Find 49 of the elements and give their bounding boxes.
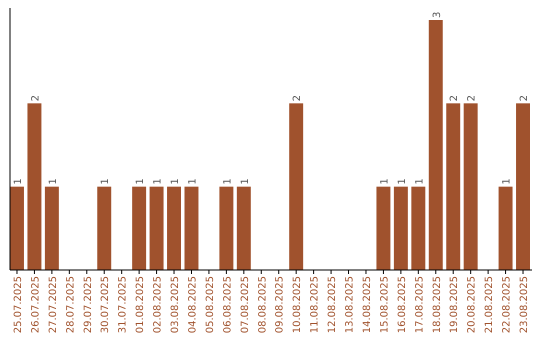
x-tick-label: 06.08.2025 (222, 276, 234, 334)
data-label: 1 (187, 178, 198, 185)
data-label: 2 (292, 94, 304, 102)
data-label: 2 (449, 94, 460, 102)
x-tick-label: 25.07.2025 (12, 276, 24, 334)
x-tick-label: 07.08.2025 (240, 276, 251, 334)
x-tick-label: 10.08.2025 (292, 276, 304, 334)
x-tick-label: 27.07.2025 (48, 276, 59, 334)
x-tick-label: 23.08.2025 (519, 276, 530, 334)
x-tick-label: 20.08.2025 (466, 276, 478, 334)
data-label: 1 (379, 178, 390, 185)
data-label: 1 (240, 178, 251, 185)
data-label: 1 (396, 178, 408, 185)
x-tick-label: 28.07.2025 (65, 276, 76, 334)
data-label: 1 (12, 178, 24, 185)
x-tick-label: 19.08.2025 (449, 276, 460, 334)
data-label: 2 (30, 94, 42, 102)
data-label: 3 (432, 12, 443, 18)
x-tick-label: 17.08.2025 (414, 276, 426, 334)
x-tick-label: 05.08.2025 (204, 276, 216, 334)
x-tick-label: 15.08.2025 (379, 276, 390, 334)
x-tick-label: 30.07.2025 (100, 276, 112, 334)
x-tick-label: 02.08.2025 (152, 276, 164, 334)
data-label: 2 (466, 94, 478, 102)
x-tick-label: 14.08.2025 (362, 276, 373, 334)
x-tick-label: 13.08.2025 (344, 276, 356, 334)
x-tick-label: 21.08.2025 (484, 276, 496, 334)
data-label: 1 (222, 178, 234, 185)
x-tick-label: 11.08.2025 (310, 276, 321, 334)
x-tick-label: 03.08.2025 (170, 276, 182, 334)
x-tick-label: 26.07.2025 (30, 276, 42, 334)
data-label: 1 (100, 178, 112, 185)
x-tick-label: 09.08.2025 (274, 276, 286, 334)
data-label: 1 (152, 178, 164, 185)
data-label: 1 (135, 178, 146, 185)
x-tick-label: 08.08.2025 (257, 276, 268, 334)
data-label: 1 (48, 178, 59, 185)
x-tick-label: 04.08.2025 (187, 276, 198, 334)
x-tick-label: 01.08.2025 (135, 276, 146, 334)
x-tick-label: 12.08.2025 (327, 276, 338, 334)
x-tick-label: 31.07.2025 (118, 276, 129, 334)
x-tick-label: 29.07.2025 (82, 276, 94, 334)
data-label: 2 (519, 94, 530, 102)
x-tick-label: 22.08.2025 (502, 276, 513, 334)
data-label: 1 (170, 178, 182, 185)
data-label: 1 (414, 178, 426, 185)
x-tick-label: 18.08.2025 (432, 276, 443, 334)
x-tick-label: 16.08.2025 (396, 276, 408, 334)
data-label: 1 (502, 178, 513, 185)
